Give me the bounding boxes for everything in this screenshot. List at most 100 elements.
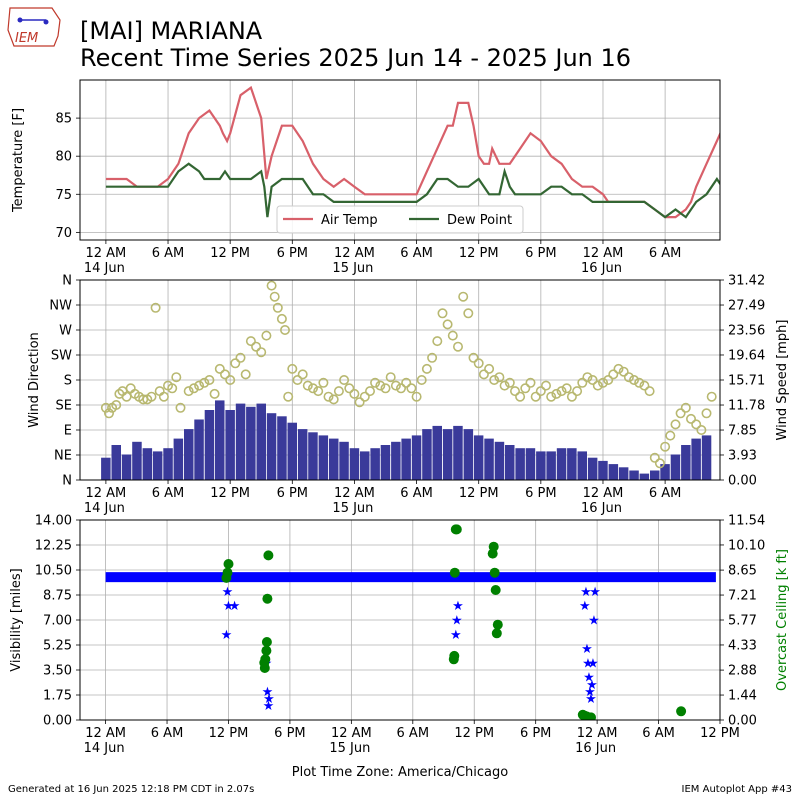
generated-note: Generated at 16 Jun 2025 12:18 PM CDT in…	[8, 784, 255, 795]
wind-speed-bar	[121, 454, 132, 480]
wind-direction-point	[100, 402, 111, 413]
legend-box	[276, 205, 524, 234]
wind-direction-point	[628, 374, 639, 385]
wind-direction-point	[158, 391, 169, 402]
wind-direction-point	[297, 369, 308, 380]
y-tick-label: 70	[55, 226, 72, 241]
x-tick-label: 12 AM	[331, 726, 372, 741]
y-tick-label: SE	[56, 399, 72, 414]
visibility-point: ★	[583, 671, 595, 686]
ceiling-point	[488, 541, 499, 552]
x-tick-label: 12 PM	[459, 246, 499, 261]
wind-direction-point	[706, 391, 717, 402]
wind-direction-point	[411, 391, 422, 402]
wind-direction-point	[390, 380, 401, 391]
visibility-point: ★	[581, 642, 593, 657]
wind-direction-point	[359, 391, 370, 402]
y-tick-label: S	[64, 374, 72, 389]
y2-tick-label: 23.56	[728, 324, 765, 339]
wind-direction-point	[261, 330, 272, 341]
wind-direction-point	[183, 386, 194, 397]
x-tick-label: 6 AM	[400, 246, 433, 261]
wind-direction-point	[634, 377, 645, 388]
x-tick-label: 12 PM	[700, 726, 740, 741]
visibility-point: ★	[582, 656, 594, 671]
wind-speed-bar	[204, 410, 215, 480]
wind-direction-point	[313, 386, 324, 397]
wind-speed-bar	[184, 429, 194, 480]
y-tick-label: NW	[49, 299, 72, 314]
y2-tick-label: 31.42	[728, 274, 765, 289]
wind-direction-point	[603, 374, 614, 385]
ceiling-point	[490, 585, 501, 595]
wind-speed-bar	[618, 467, 629, 480]
wind-direction-point	[364, 386, 375, 397]
wind-direction-axis-title: Wind Direction	[27, 332, 42, 428]
visibility-point: ★	[451, 614, 463, 629]
x-tick-label: 12 PM	[210, 246, 250, 261]
y2-tick-label: 0.00	[728, 714, 757, 729]
wind-direction-point	[504, 377, 515, 388]
x-tick-label: 6 AM	[151, 726, 184, 741]
visibility-point: ★	[229, 599, 241, 614]
wind-direction-point	[240, 369, 251, 380]
wind-direction-point	[204, 374, 215, 385]
wind-direction-point	[691, 419, 702, 430]
y-tick-label: 14.00	[35, 514, 72, 529]
wind-direction-point	[199, 377, 210, 388]
visibility-point: ★	[450, 628, 462, 643]
wind-direction-point	[458, 291, 469, 302]
wind-speed-bar	[453, 425, 463, 480]
ceiling-point	[262, 593, 273, 604]
x-tick-label: 12 PM	[210, 486, 250, 501]
wind-speed-bar	[339, 441, 349, 480]
wind-direction-point	[333, 386, 344, 397]
x-day-label: 15 Jun	[332, 501, 373, 516]
wind-direction-point	[220, 369, 231, 380]
x-day-label: 14 Jun	[84, 501, 125, 516]
wind-speed-bar	[173, 438, 184, 480]
temperature-axis-title: Temperature [F]	[11, 108, 26, 213]
wind-direction-point	[572, 386, 583, 397]
wind-speed-bar	[681, 445, 691, 480]
x-day-label: 15 Jun	[332, 261, 373, 276]
wind-speed-bar	[473, 435, 484, 480]
wind-direction-point	[499, 380, 510, 391]
visibility-point: ★	[222, 585, 234, 600]
wind-speed-bar	[142, 448, 153, 480]
y-tick-label: 80	[55, 150, 72, 165]
wind-direction-point	[292, 374, 303, 385]
x-day-label: 16 Jun	[581, 501, 622, 516]
wind-speed-bar	[287, 422, 297, 480]
temperature-panel: 70 75 80 85 12 AM 6 AM 12 PM 6 PM 12 AM 6 AM 12 PM…	[11, 79, 721, 276]
ceiling-point	[263, 550, 274, 561]
wind-direction-point	[696, 424, 707, 435]
ceiling-point	[222, 567, 233, 578]
x-day-label: 16 Jun	[575, 741, 616, 756]
legend-label-dew-point: Dew Point	[447, 213, 512, 228]
x-tick-label: 12 AM	[583, 486, 624, 501]
ceiling-point	[676, 706, 687, 717]
visibility-point: ★	[263, 692, 275, 707]
y2-tick-label: 1.44	[728, 689, 757, 704]
wind-direction-point	[515, 391, 526, 402]
logo-text: IEM	[15, 31, 38, 46]
wind-speed-bar	[225, 410, 235, 480]
x-tick-label: 6 AM	[649, 246, 682, 261]
wind-speed-bar	[111, 445, 121, 480]
ceiling-point	[451, 524, 462, 535]
wind-direction-point	[587, 374, 598, 385]
wind-direction-point	[644, 386, 655, 397]
wind-speed-bar	[277, 416, 287, 480]
wind-speed-bar	[163, 448, 173, 480]
wind-speed-bar	[505, 445, 515, 480]
wind-direction-point	[416, 374, 427, 385]
wind-direction-point	[556, 386, 567, 397]
y2-tick-label: 5.77	[728, 614, 757, 629]
wind-speed-bar	[391, 441, 401, 480]
wind-direction-point	[339, 374, 350, 385]
x-day-label: 16 Jun	[581, 261, 622, 276]
air-temp-line	[105, 85, 720, 219]
y-tick-label: 5.25	[43, 639, 72, 654]
wind-direction-point	[525, 377, 536, 388]
